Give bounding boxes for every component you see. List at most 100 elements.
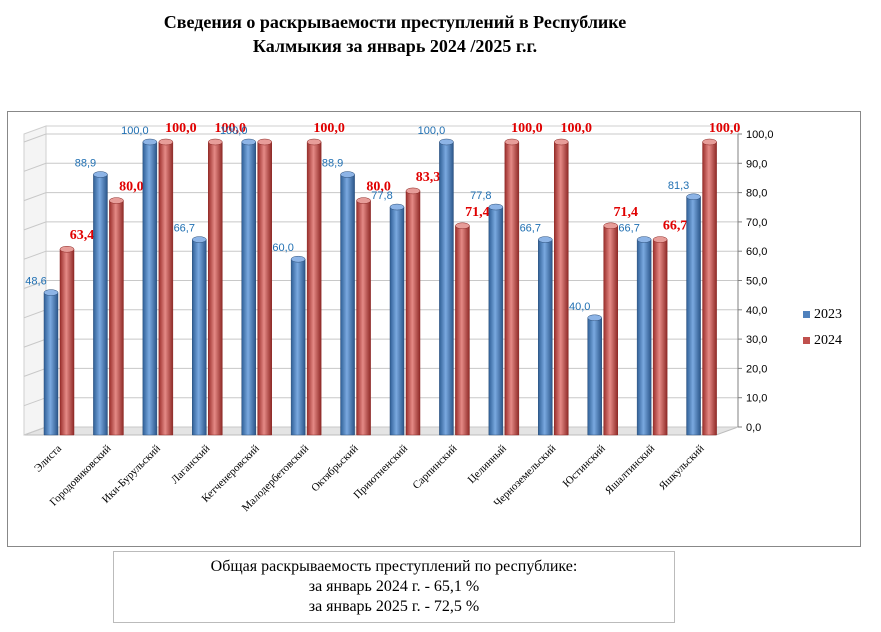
- summary-line-2: за январь 2024 г. - 65,1 %: [308, 578, 480, 595]
- bar-2024: [554, 141, 569, 436]
- bar-top-2024: [208, 138, 223, 146]
- data-label-2024: 80,0: [366, 180, 391, 195]
- bar-top-2024: [504, 138, 520, 146]
- legend-label-2023: 2023: [814, 307, 842, 322]
- y-tick-label: 60,0: [746, 246, 767, 258]
- x-tick-label: Яшалтинский: [603, 443, 657, 497]
- legend-swatch-2024: [803, 337, 810, 344]
- y-tick-label: 0,0: [746, 422, 761, 434]
- bar-2024: [59, 248, 75, 436]
- y-tick-label: 20,0: [746, 363, 767, 375]
- bar-2023: [538, 239, 553, 436]
- bar-2024: [652, 239, 668, 436]
- bar-2023: [290, 258, 306, 436]
- bar-2024: [109, 200, 124, 436]
- bar-2024: [504, 141, 520, 436]
- summary-line-3: за январь 2025 г. - 72,5 %: [308, 598, 480, 615]
- bar-2024: [455, 225, 470, 436]
- bar-top-2023: [488, 203, 504, 211]
- bar-2024: [603, 225, 618, 436]
- bar-top-2023: [389, 203, 405, 211]
- y-tick-label: 70,0: [746, 217, 767, 229]
- bar-top-2023: [93, 171, 108, 178]
- y-tick-label: 30,0: [746, 334, 767, 346]
- bar-2023: [142, 141, 158, 436]
- y-tick-label: 10,0: [746, 393, 767, 405]
- bar-2023: [389, 206, 405, 436]
- bar-top-2023: [340, 171, 355, 178]
- gridline: [23, 133, 738, 143]
- bar-2023: [587, 317, 602, 436]
- data-label-2023: 88,9: [322, 158, 343, 170]
- data-label-2024: 80,0: [119, 180, 144, 195]
- data-label-2024: 100,0: [511, 121, 543, 136]
- bar-2023: [93, 174, 108, 436]
- x-tick-label: Юстинский: [561, 443, 608, 490]
- data-label-2024: 71,4: [613, 205, 638, 220]
- data-label-2023: 60,0: [272, 242, 293, 254]
- data-label-2024: 100,0: [313, 121, 345, 136]
- bar-top-2023: [142, 138, 158, 146]
- bar-top-2023: [636, 236, 652, 243]
- y-tick-label: 50,0: [746, 276, 767, 288]
- x-tick-label: Элиста: [32, 443, 64, 475]
- bar-top-2023: [192, 236, 207, 243]
- legend-swatch-2023: [803, 311, 810, 318]
- bar-2023: [340, 174, 355, 436]
- data-label-2023: 100,0: [220, 125, 248, 137]
- bar-top-2024: [356, 197, 371, 204]
- bar-2024: [158, 141, 174, 436]
- bar-top-2024: [306, 138, 322, 146]
- chart-title-line-2: Калмыкия за январь 2024 /2025 г.г.: [252, 36, 538, 56]
- chart-title-line-1: Сведения о раскрываемости преступлений в…: [163, 12, 627, 32]
- x-tick-label: Яшкульский: [657, 443, 707, 493]
- x-tick-label: Сарпинский: [410, 443, 459, 492]
- bar-top-2024: [59, 245, 75, 253]
- y-tick-label: 100,0: [746, 129, 774, 141]
- data-label-2023: 66,7: [618, 223, 639, 235]
- bar-2024: [702, 141, 717, 436]
- data-label-2023: 81,3: [668, 180, 689, 192]
- bar-top-2024: [702, 138, 717, 146]
- bar-2024: [257, 141, 272, 436]
- summary-box: Общая раскрываемость преступлений по рес…: [113, 551, 675, 623]
- bar-top-2023: [241, 138, 256, 146]
- data-label-2024: 100,0: [215, 121, 247, 136]
- bar-2023: [192, 239, 207, 436]
- bar-top-2024: [652, 236, 668, 243]
- bar-2023: [241, 141, 256, 436]
- data-label-2023: 100,0: [121, 125, 149, 137]
- bar-top-2024: [257, 138, 272, 146]
- bar-2023: [439, 141, 454, 436]
- chart-title: Сведения о раскрываемости преступлений в…: [0, 10, 790, 58]
- bar-top-2023: [439, 138, 454, 146]
- data-label-2023: 77,8: [470, 190, 491, 202]
- bar-top-2024: [554, 138, 569, 146]
- x-tick-label: Целинный: [466, 443, 509, 486]
- bar-top-2024: [455, 222, 470, 230]
- y-tick-label: 90,0: [746, 158, 767, 170]
- chart-floor: [23, 426, 739, 436]
- bar-top-2023: [43, 289, 59, 296]
- bar-2023: [43, 292, 59, 436]
- data-label-2023: 100,0: [418, 125, 446, 137]
- bar-top-2024: [158, 138, 174, 146]
- bar-2024: [356, 200, 371, 436]
- data-label-2024: 71,4: [465, 205, 490, 220]
- data-label-2024: 100,0: [165, 121, 197, 136]
- bar-2023: [636, 239, 652, 436]
- data-label-2024: 66,7: [663, 219, 688, 234]
- data-label-2024: 100,0: [709, 121, 741, 136]
- bar-2023: [686, 196, 701, 436]
- summary-line-1: Общая раскрываемость преступлений по рес…: [210, 558, 578, 575]
- data-label-2023: 66,7: [174, 223, 195, 235]
- data-label-2023: 77,8: [371, 190, 392, 202]
- legend-label-2024: 2024: [814, 333, 842, 348]
- x-tick-label: Октябрьский: [309, 443, 361, 495]
- x-tick-label: Лаганский: [169, 443, 213, 487]
- data-label-2023: 66,7: [520, 223, 541, 235]
- bar-top-2023: [587, 314, 602, 322]
- bar-top-2023: [290, 255, 306, 263]
- data-label-2024: 83,3: [416, 170, 441, 185]
